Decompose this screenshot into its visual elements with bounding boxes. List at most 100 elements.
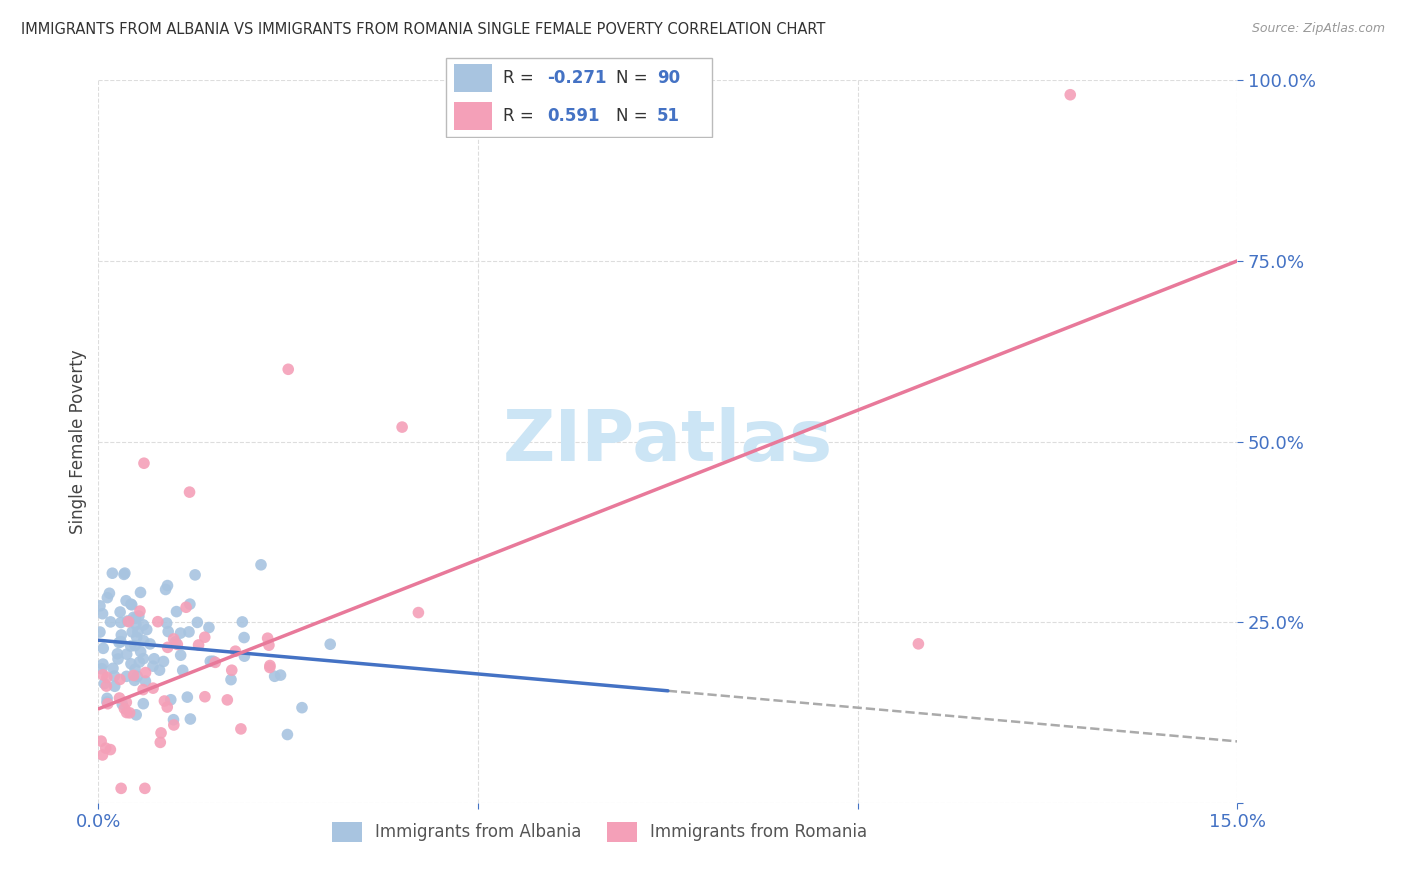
Point [108, 635, 131, 649]
Point [179, 485, 201, 500]
Point [150, 726, 173, 740]
Point [148, 663, 170, 677]
Point [132, 651, 155, 665]
Point [124, 673, 146, 688]
Point [96, 591, 118, 605]
Point [172, 663, 194, 677]
Point [233, 631, 256, 645]
Point [163, 718, 186, 732]
Point [115, 669, 138, 683]
Point [122, 610, 145, 624]
Point [132, 682, 155, 697]
Point [166, 637, 188, 651]
Point [176, 690, 198, 705]
Point [128, 609, 150, 624]
Point [114, 566, 136, 581]
Point [257, 638, 280, 652]
Bar [454, 103, 492, 130]
Point [120, 597, 142, 611]
Point [121, 624, 143, 639]
Point [186, 615, 208, 630]
Point [108, 673, 131, 687]
Point [221, 663, 243, 677]
Text: 90: 90 [657, 70, 681, 87]
Point [127, 624, 149, 639]
Point [201, 654, 224, 668]
Point [96, 679, 118, 693]
Point [96, 695, 118, 709]
Point [170, 648, 193, 663]
Point [115, 593, 138, 607]
Point [277, 362, 299, 376]
Text: -0.271: -0.271 [547, 70, 606, 87]
Point [124, 662, 146, 676]
Point [96, 670, 118, 684]
Point [91, 667, 114, 681]
Point [108, 605, 131, 619]
Point [256, 631, 278, 645]
Point [111, 697, 134, 711]
Point [132, 633, 155, 648]
Point [153, 694, 176, 708]
Point [142, 659, 165, 673]
Point [122, 668, 145, 682]
Point [142, 681, 165, 695]
Point [117, 614, 139, 628]
Point [200, 654, 222, 668]
Point [139, 637, 162, 651]
Point [291, 700, 314, 714]
Point [91, 657, 114, 672]
Point [107, 652, 129, 666]
Point [110, 781, 132, 796]
Point [129, 585, 152, 599]
Point [146, 615, 169, 629]
Point [100, 742, 122, 756]
Point [177, 624, 200, 639]
Point [104, 679, 127, 693]
Point [110, 634, 132, 648]
Point [115, 706, 138, 720]
Point [270, 668, 292, 682]
Text: Source: ZipAtlas.com: Source: ZipAtlas.com [1251, 22, 1385, 36]
Point [132, 456, 155, 470]
Point [98, 586, 121, 600]
Point [179, 712, 201, 726]
Point [159, 692, 181, 706]
Point [91, 607, 114, 621]
Point [156, 640, 179, 655]
Point [149, 735, 172, 749]
Point [110, 615, 132, 630]
Point [229, 722, 252, 736]
Point [89, 625, 111, 640]
Point [134, 674, 156, 689]
Point [184, 567, 207, 582]
Point [124, 639, 146, 653]
Point [231, 615, 253, 629]
Point [97, 697, 120, 711]
Point [94, 741, 117, 756]
Text: 0.591: 0.591 [547, 107, 599, 125]
Point [135, 623, 157, 637]
Point [250, 558, 273, 572]
Point [110, 628, 132, 642]
Point [187, 638, 209, 652]
Point [108, 691, 131, 706]
Text: N =: N = [616, 70, 652, 87]
Point [259, 658, 281, 673]
Point [129, 645, 152, 659]
Point [194, 690, 217, 704]
Point [174, 600, 197, 615]
FancyBboxPatch shape [446, 58, 711, 136]
Point [408, 606, 430, 620]
Point [162, 713, 184, 727]
Point [100, 615, 122, 629]
Point [127, 669, 149, 683]
Point [156, 616, 179, 631]
Point [101, 566, 124, 581]
Text: R =: R = [503, 107, 544, 125]
Point [157, 624, 180, 639]
Point [143, 652, 166, 666]
Point [121, 598, 143, 612]
Point [125, 631, 148, 645]
Point [125, 611, 148, 625]
